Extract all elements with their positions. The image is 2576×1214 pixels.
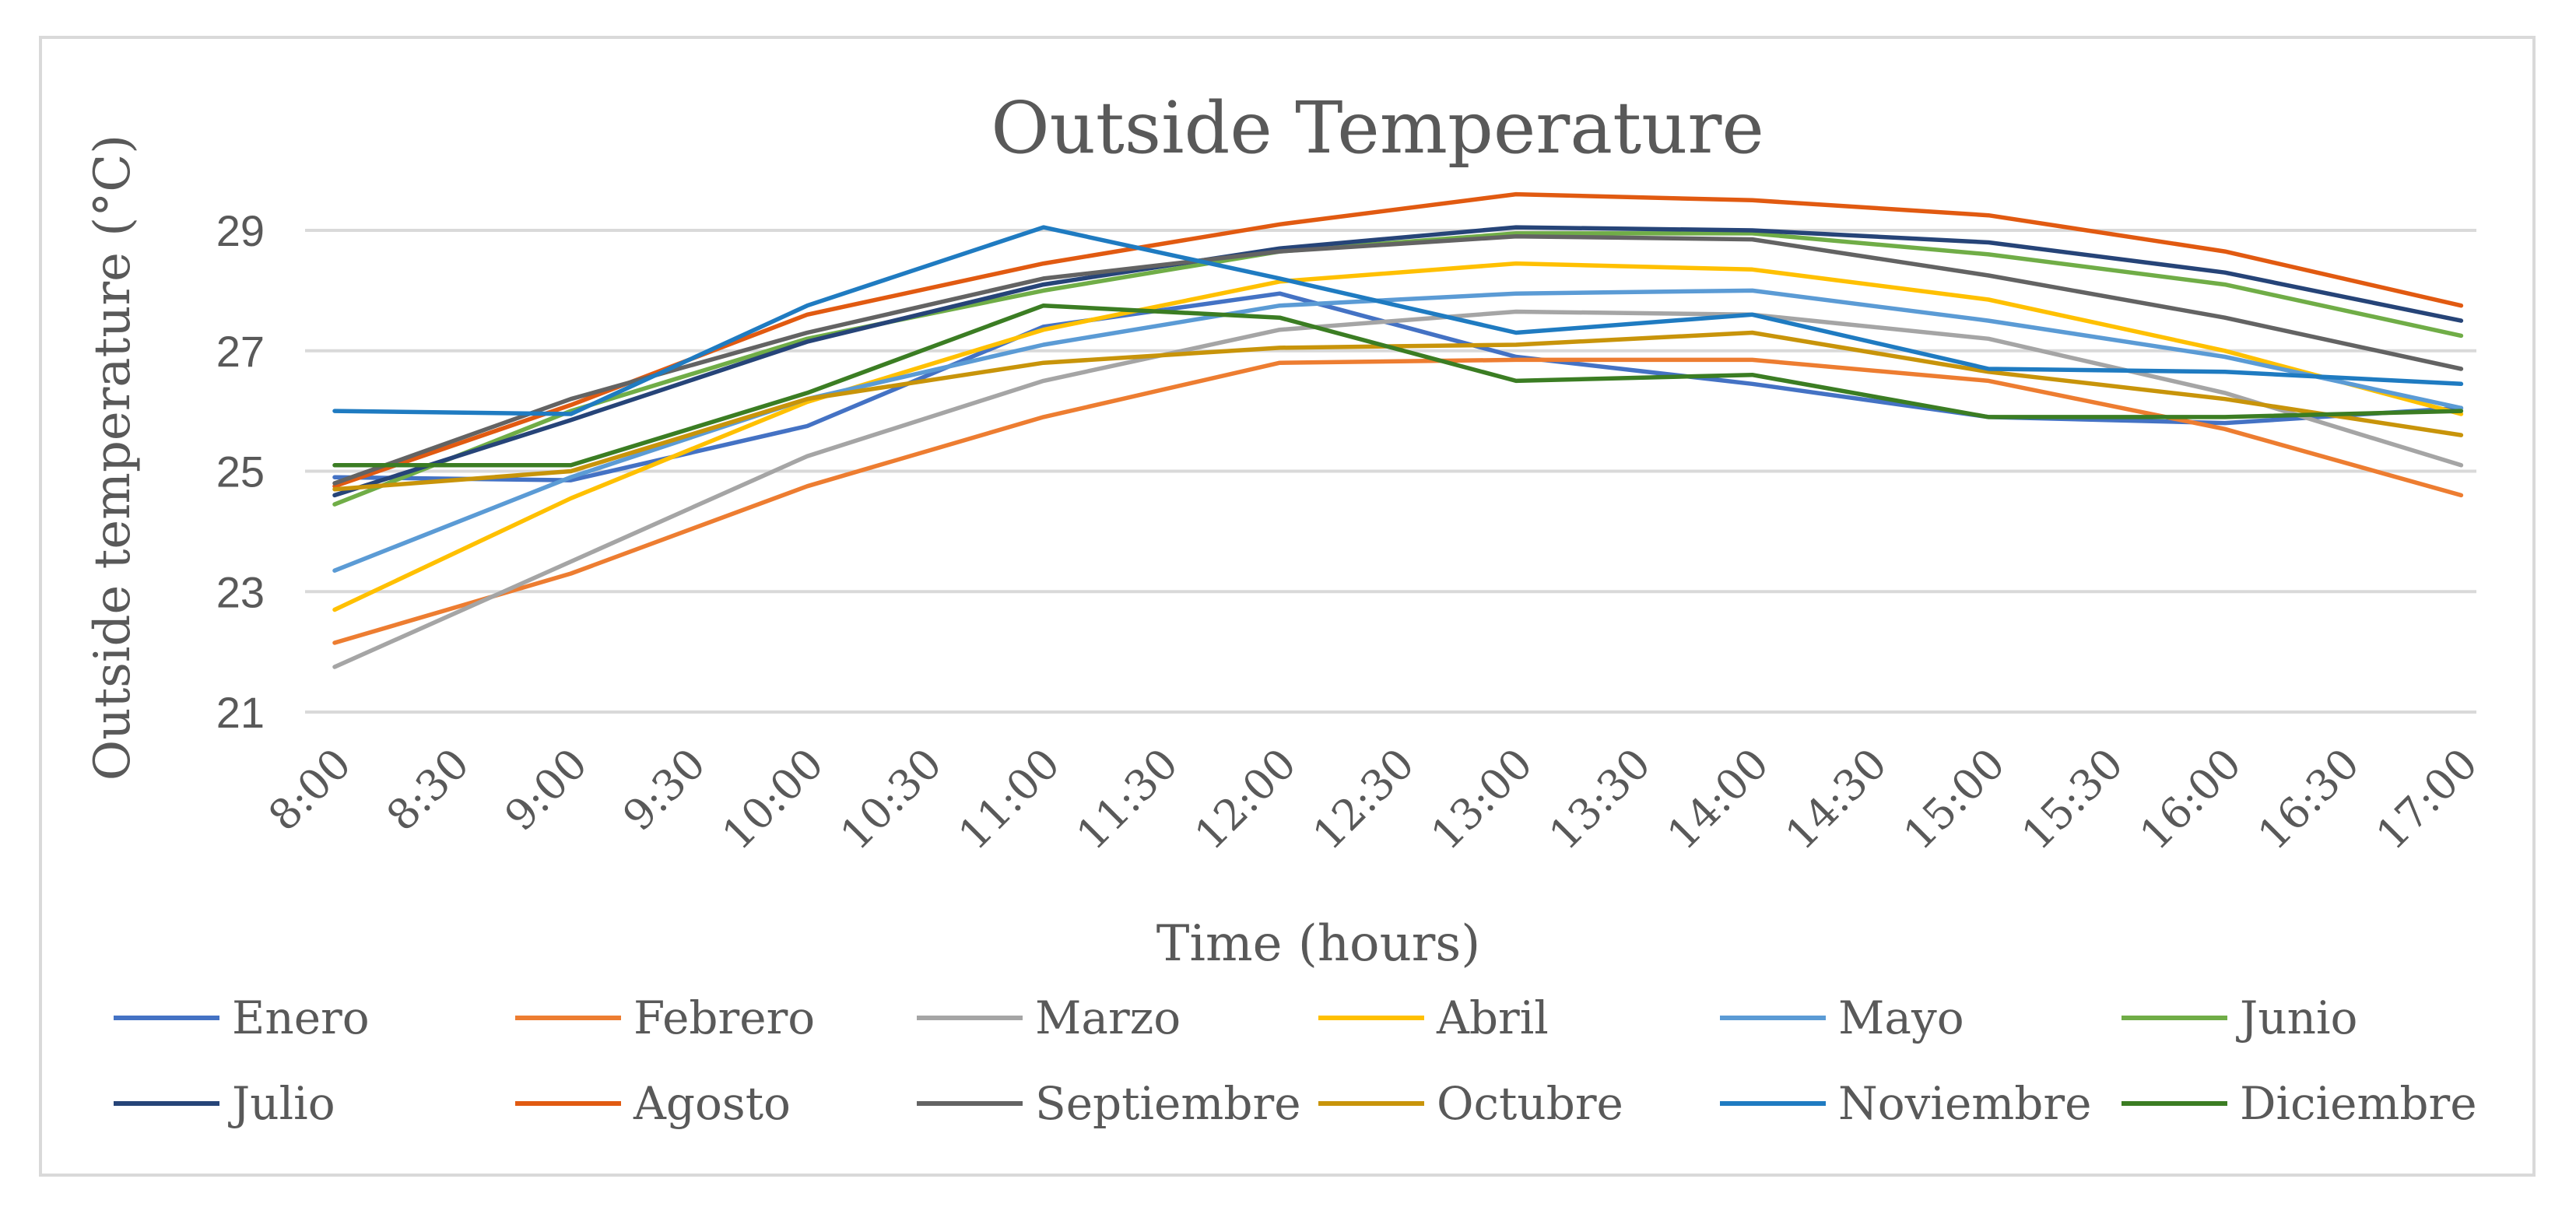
x-tick-label: 16:30 xyxy=(2248,739,2369,860)
series-line-enero xyxy=(332,291,2464,482)
legend-label-octubre: Octubre xyxy=(1437,1077,1623,1130)
legend-label-agosto: Agosto xyxy=(633,1077,791,1130)
x-axis-title: Time (hours) xyxy=(1156,915,1480,973)
x-tick-label: 11:30 xyxy=(1067,739,1188,860)
x-tick-label: 10:30 xyxy=(831,739,952,860)
x-tick-label: 10:00 xyxy=(713,739,834,860)
legend-label-junio: Junio xyxy=(2236,991,2357,1044)
x-tick-label: 16:00 xyxy=(2130,739,2251,860)
x-tick-label: 13:30 xyxy=(1539,739,1660,860)
gridlines xyxy=(305,229,2476,714)
chart-title: Outside Temperature xyxy=(991,86,1764,170)
legend: Enero Febrero Marzo Abril Mayo Junio Julio Agos… xyxy=(114,991,2477,1130)
legend-label-septiembre: Septiembre xyxy=(1035,1077,1301,1130)
y-axis-title: Outside temperature (°C) xyxy=(84,135,142,781)
legend-label-enero: Enero xyxy=(232,991,370,1044)
y-tick-label: 23 xyxy=(216,567,265,616)
legend-label-noviembre: Noviembre xyxy=(1838,1077,2092,1130)
series-line-septiembre xyxy=(332,233,2464,486)
x-tick-label: 15:30 xyxy=(2013,739,2133,860)
x-axis-ticks: 8:00 8:30 9:00 9:3010:0010:3011:0011:3012:0… xyxy=(259,739,2487,860)
series-line-diciembre xyxy=(332,303,2464,468)
x-tick-label: 14:00 xyxy=(1658,739,1778,860)
x-tick-label: 8:30 xyxy=(377,739,479,840)
legend-label-febrero: Febrero xyxy=(633,991,815,1044)
x-tick-label: 12:30 xyxy=(1304,739,1424,860)
series-line-octubre xyxy=(332,330,2464,492)
x-tick-label: 12:00 xyxy=(1185,739,1306,860)
legend-label-marzo: Marzo xyxy=(1035,991,1181,1044)
x-tick-label: 17:00 xyxy=(2367,739,2487,860)
x-tick-label: 8:00 xyxy=(259,739,360,840)
series-line-mayo xyxy=(332,288,2464,573)
legend-label-abril: Abril xyxy=(1436,991,1549,1044)
series-lines xyxy=(332,191,2464,669)
y-tick-label: 21 xyxy=(216,688,265,737)
y-tick-label: 25 xyxy=(216,447,265,496)
series-line-marzo xyxy=(332,309,2464,669)
x-tick-label: 15:00 xyxy=(1894,739,2015,860)
x-tick-label: 13:00 xyxy=(1422,739,1542,860)
y-axis-ticks: 21 23 25 27 29 xyxy=(216,206,265,737)
y-tick-label: 27 xyxy=(216,327,265,376)
y-tick-label: 29 xyxy=(216,206,265,255)
legend-label-diciembre: Diciembre xyxy=(2240,1077,2477,1130)
x-tick-label: 14:30 xyxy=(1776,739,1897,860)
x-tick-label: 11:00 xyxy=(949,739,1069,860)
series-line-julio xyxy=(332,225,2464,498)
series-line-noviembre xyxy=(332,225,2464,416)
legend-label-mayo: Mayo xyxy=(1838,991,1964,1044)
series-line-febrero xyxy=(332,357,2464,645)
series-line-abril xyxy=(332,261,2464,612)
x-tick-label: 9:00 xyxy=(495,739,596,840)
x-tick-label: 9:30 xyxy=(613,739,714,840)
legend-label-julio: Julio xyxy=(228,1077,335,1130)
